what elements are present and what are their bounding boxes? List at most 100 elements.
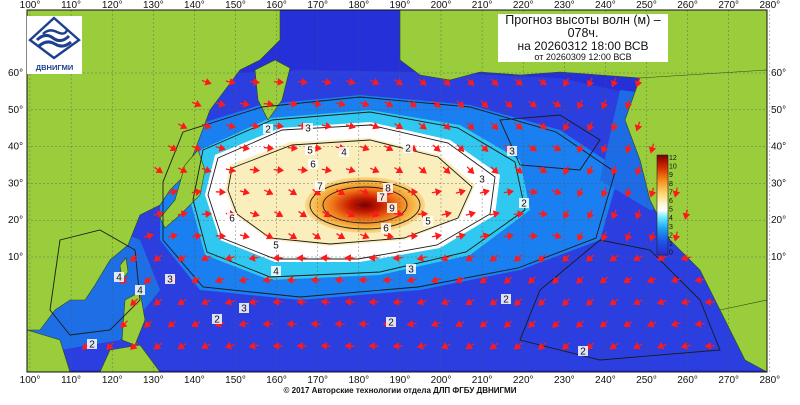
lon-label-top: 210° bbox=[472, 0, 493, 11]
colorbar-label: 3 bbox=[669, 224, 673, 231]
lon-label-bottom: 130° bbox=[143, 375, 164, 386]
wave-direction-arrow bbox=[264, 148, 273, 149]
lat-label-right: 50° bbox=[771, 105, 786, 116]
wave-direction-arrow bbox=[336, 324, 345, 325]
lon-label-top: 100° bbox=[20, 0, 41, 11]
colorbar-label: 0 bbox=[669, 250, 673, 257]
lon-label-top: 160° bbox=[266, 0, 287, 11]
lon-label-top: 250° bbox=[636, 0, 657, 11]
colorbar-label: 10 bbox=[669, 164, 677, 171]
lon-label-bottom: 250° bbox=[636, 375, 657, 386]
colorbar-label: 2 bbox=[669, 232, 673, 239]
logo-text: ДВНИГМИ bbox=[27, 63, 82, 72]
lon-label-top: 230° bbox=[554, 0, 575, 11]
lon-label-bottom: 110° bbox=[61, 375, 81, 386]
contour-label: 4 bbox=[116, 273, 122, 284]
lon-label-bottom: 240° bbox=[595, 375, 616, 386]
wave-logo-icon bbox=[27, 16, 82, 60]
contour-label: 4 bbox=[341, 148, 347, 159]
forecast-title-box: Прогноз высоты волн (м) – 078ч. на 20260… bbox=[498, 14, 668, 62]
lon-label-bottom: 160° bbox=[266, 375, 287, 386]
lon-label-top: 200° bbox=[431, 0, 452, 11]
lon-label-bottom: 100° bbox=[20, 375, 41, 386]
wave-direction-arrow bbox=[274, 170, 283, 171]
lon-label-bottom: 210° bbox=[472, 375, 493, 386]
wave-direction-arrow bbox=[706, 302, 715, 303]
contour-label: 2 bbox=[521, 199, 527, 210]
wave-direction-arrow bbox=[346, 346, 355, 347]
contour-label: 4 bbox=[273, 267, 279, 278]
lat-label-right: 20° bbox=[771, 215, 786, 226]
lat-label-right: 40° bbox=[771, 142, 786, 153]
contour-label: 6 bbox=[383, 224, 389, 235]
wave-direction-arrow bbox=[274, 126, 283, 127]
wave-direction-arrow bbox=[322, 346, 331, 347]
contour-label: 7 bbox=[379, 193, 385, 204]
colorbar-label: 12 bbox=[669, 155, 677, 162]
contour-label: 6 bbox=[229, 214, 235, 225]
lon-label-top: 280° bbox=[759, 0, 780, 11]
colorbar-label: 6 bbox=[669, 198, 673, 205]
lon-label-bottom: 220° bbox=[513, 375, 534, 386]
lon-label-top: 180° bbox=[348, 0, 369, 11]
lon-label-bottom: 260° bbox=[677, 375, 698, 386]
wave-direction-arrow bbox=[312, 280, 321, 281]
wave-direction-arrow bbox=[264, 280, 273, 281]
colorbar-gradient bbox=[657, 155, 668, 255]
lat-label-left: 50° bbox=[8, 105, 23, 116]
lon-label-bottom: 140° bbox=[184, 375, 205, 386]
lon-label-bottom: 150° bbox=[225, 375, 246, 386]
contour-label: 5 bbox=[425, 217, 431, 228]
contour-label: 2 bbox=[405, 144, 411, 155]
lon-label-top: 130° bbox=[143, 0, 164, 11]
lon-label-top: 270° bbox=[718, 0, 739, 11]
contour-label: 2 bbox=[214, 315, 220, 326]
contour-label: 5 bbox=[307, 146, 313, 157]
lon-label-bottom: 120° bbox=[102, 375, 123, 386]
logo: ДВНИГМИ bbox=[27, 16, 82, 74]
contour-label: 3 bbox=[241, 304, 247, 315]
contour-label: 5 bbox=[273, 241, 279, 252]
lat-label-left: 40° bbox=[8, 142, 23, 153]
lon-label-top: 140° bbox=[184, 0, 205, 11]
wave-direction-arrow bbox=[336, 280, 345, 281]
wave-direction-arrow bbox=[202, 214, 211, 215]
wave-direction-arrow bbox=[514, 214, 523, 215]
copyright-footer: © 2017 Авторские технологии отдела ДЛП Ф… bbox=[0, 386, 800, 395]
lat-label-left: 60° bbox=[8, 68, 23, 79]
colorbar-label: 5 bbox=[669, 207, 673, 214]
colorbar-label: 4 bbox=[669, 215, 673, 222]
contour-label: 3 bbox=[479, 175, 485, 186]
lat-label-right: 60° bbox=[771, 68, 786, 79]
wave-direction-arrow bbox=[274, 82, 283, 83]
contour-label: 7 bbox=[317, 182, 323, 193]
lon-label-bottom: 170° bbox=[307, 375, 328, 386]
lon-label-bottom: 200° bbox=[431, 375, 452, 386]
wave-direction-arrow bbox=[346, 302, 355, 303]
title-line3: на 20260312 18:00 ВСВ bbox=[498, 40, 668, 53]
contour-label: 3 bbox=[408, 265, 414, 276]
lon-label-top: 170° bbox=[307, 0, 328, 11]
lat-label-right: 30° bbox=[771, 178, 786, 189]
lon-label-top: 190° bbox=[390, 0, 411, 11]
colorbar-label: 7 bbox=[669, 189, 673, 196]
lat-label-left: 20° bbox=[8, 215, 23, 226]
lat-label-right: 10° bbox=[771, 252, 786, 263]
wave-direction-arrow bbox=[706, 346, 715, 347]
lon-label-top: 260° bbox=[677, 0, 698, 11]
contour-label: 2 bbox=[265, 125, 271, 136]
title-line4: от 20260309 12:00 ВСВ bbox=[498, 53, 668, 62]
lon-label-top: 120° bbox=[102, 0, 123, 11]
contour-label: 2 bbox=[503, 295, 509, 306]
lon-label-bottom: 280° bbox=[759, 375, 780, 386]
wave-direction-arrow bbox=[264, 104, 273, 105]
lat-label-left: 30° bbox=[8, 178, 23, 189]
contour-label: 2 bbox=[89, 340, 95, 351]
lon-label-bottom: 180° bbox=[348, 375, 369, 386]
wave-direction-arrow bbox=[322, 302, 331, 303]
lon-label-top: 110° bbox=[61, 0, 81, 11]
wave-direction-arrow bbox=[264, 324, 273, 325]
contour-label: 3 bbox=[167, 275, 173, 286]
